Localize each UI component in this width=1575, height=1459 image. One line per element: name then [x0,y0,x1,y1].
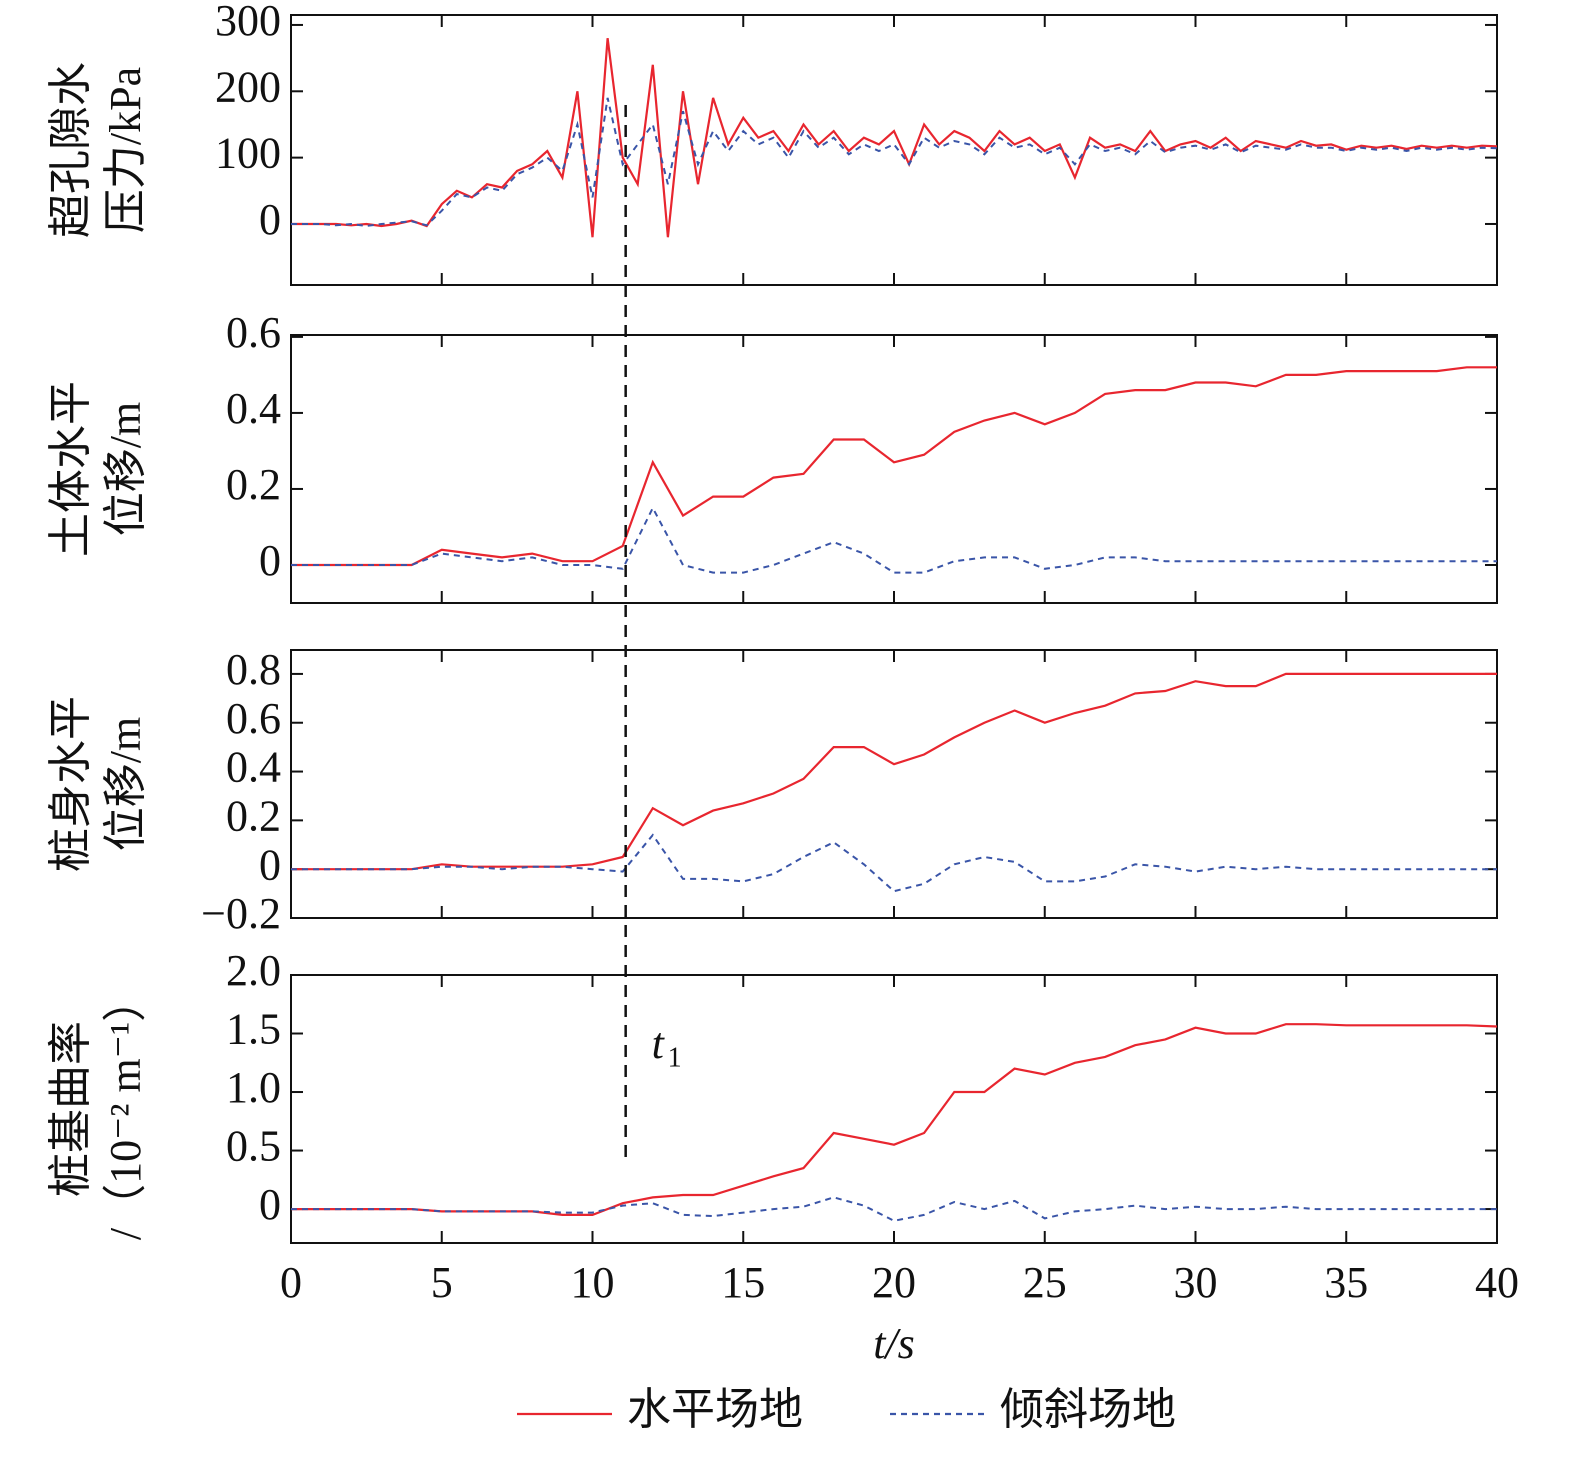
y-tick-label: −0.2 [201,889,281,938]
x-tick-label: 15 [721,1258,765,1307]
y-tick-label: 2.0 [226,946,281,995]
y-axis-label: 位移/m [101,717,150,851]
y-tick-label: 1.0 [226,1063,281,1112]
annotation-text: t [652,1019,666,1068]
legend-label: 水平场地 [627,1385,803,1434]
x-tick-label: 20 [872,1258,916,1307]
series-line [291,672,1497,871]
y-axis-label: 压力/kPa [101,67,150,233]
y-tick-label: 0.5 [226,1122,281,1171]
series-line [291,1023,1498,1216]
series-line [291,1196,1497,1222]
series-line [291,38,1498,238]
y-tick-label: 0.8 [226,645,281,694]
y-axis-label: 位移/m [101,402,150,536]
x-tick-label: 5 [431,1258,453,1307]
y-tick-label: 0.2 [226,791,281,840]
y-tick-label: 300 [215,0,281,45]
x-tick-label: 35 [1324,1258,1368,1307]
y-tick-label: 0.6 [226,308,281,357]
x-tick-label: 40 [1475,1258,1519,1307]
panel: 0 100 200 300 超孔隙水 压力/kPa [46,0,1498,286]
panel: 0 0.2 0.4 0.6 土体水平 位移/m [46,308,1498,604]
y-tick-label: 0.4 [226,743,281,792]
y-tick-label: 0 [259,536,281,585]
series-line [291,833,1497,893]
series-line [291,366,1497,567]
y-tick-label: 0 [259,195,281,244]
x-tick-label: 10 [571,1258,615,1307]
plot-frame [290,649,1498,919]
annotation-sub: 1 [668,1042,682,1073]
x-tick-label: 30 [1174,1258,1218,1307]
panel: −0.200.20.40.60.8 桩身水平 位移/m [46,645,1498,938]
y-tick-label: 0.2 [226,460,281,509]
plot-frame [290,974,1498,1244]
y-tick-label: 200 [215,62,281,111]
y-tick-label: 0.4 [226,384,281,433]
y-tick-label: 1.5 [226,1005,281,1054]
x-axis-label: t/s [873,1319,915,1368]
series-line [291,97,1498,228]
x-tick-label: 25 [1023,1258,1067,1307]
legend-label: 倾斜场地 [1000,1385,1176,1434]
y-axis-label: 桩基曲率 [46,1021,95,1197]
y-axis-label: 超孔隙水 [46,62,95,238]
y-tick-label: 0.6 [226,694,281,743]
y-tick-label: 100 [215,129,281,178]
plot-frame [290,14,1498,286]
y-axis-label: /（10⁻² m⁻¹） [101,978,150,1240]
x-tick-label: 0 [280,1258,302,1307]
panel: 0 0.5 1.0 1.5 2.0 0 5 10 15 20 25 30 35 40 桩基曲率/（10⁻² … [46,946,1519,1368]
series-line [291,505,1497,574]
y-tick-label: 0 [259,1180,281,1229]
y-tick-label: 0 [259,840,281,889]
y-axis-label: 桩身水平 [46,696,95,872]
y-axis-label: 土体水平 [46,381,95,557]
